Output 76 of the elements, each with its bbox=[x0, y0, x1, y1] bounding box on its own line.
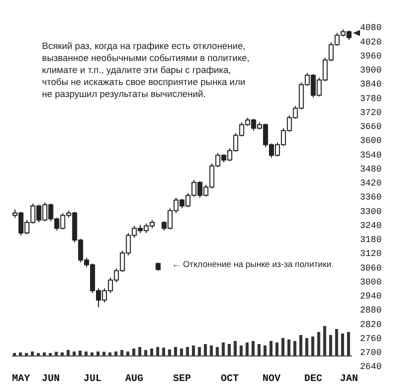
x-tick-label: OCT bbox=[220, 374, 239, 386]
x-tick-label: MAY bbox=[12, 374, 30, 386]
bar bbox=[305, 338, 308, 356]
bar bbox=[180, 348, 184, 356]
bar bbox=[132, 348, 136, 356]
x-tick-label: JUL bbox=[84, 374, 102, 386]
y-tick-label: 2760 bbox=[360, 334, 382, 344]
bar bbox=[66, 350, 70, 356]
bar bbox=[186, 347, 189, 356]
y-tick-label: 3660 bbox=[360, 122, 382, 132]
bar bbox=[168, 349, 172, 356]
y-tick-label: 2880 bbox=[360, 306, 382, 316]
bar bbox=[162, 348, 166, 356]
x-tick-label: JUN bbox=[42, 374, 60, 386]
bar bbox=[347, 332, 350, 356]
bar bbox=[329, 335, 332, 356]
bar bbox=[341, 334, 344, 356]
bar bbox=[317, 332, 320, 356]
bar bbox=[240, 346, 243, 356]
x-tick-label: DEC bbox=[304, 374, 322, 386]
y-tick-label: 3480 bbox=[360, 164, 382, 174]
y-tick-label: 3420 bbox=[360, 178, 382, 189]
y-tick-label: 4020 bbox=[360, 37, 382, 48]
y-tick-label: 3840 bbox=[360, 80, 382, 90]
bar bbox=[150, 348, 154, 356]
bar bbox=[323, 326, 326, 356]
bar bbox=[204, 344, 207, 356]
y-tick-label: 3900 bbox=[360, 66, 382, 76]
y-tick-label: 3540 bbox=[360, 150, 382, 160]
bar bbox=[293, 341, 296, 356]
y-tick-label: 3120 bbox=[360, 249, 382, 260]
y-tick-label: 3960 bbox=[360, 51, 382, 62]
bar bbox=[246, 342, 249, 356]
bar bbox=[281, 338, 284, 356]
y-tick-label: 3780 bbox=[360, 94, 382, 104]
bar bbox=[269, 341, 272, 356]
bar bbox=[275, 342, 278, 356]
bar bbox=[299, 335, 302, 356]
bar bbox=[222, 342, 225, 356]
bar bbox=[78, 350, 82, 356]
y-tick-label: 3060 bbox=[360, 263, 382, 274]
bar bbox=[138, 347, 142, 356]
x-tick-label: NOV bbox=[262, 374, 280, 386]
bar bbox=[192, 346, 195, 356]
x-tick-label: SEP bbox=[172, 374, 192, 386]
y-tick-label: 2940 bbox=[360, 292, 382, 302]
y-tick-label: 3180 bbox=[360, 235, 382, 246]
bar bbox=[287, 340, 290, 356]
x-tick-label: AUG bbox=[125, 374, 144, 386]
bar bbox=[234, 341, 237, 356]
bar bbox=[264, 346, 267, 356]
y-tick-label: 2820 bbox=[360, 320, 382, 330]
y-tick-label: 4080 bbox=[360, 23, 382, 34]
bar bbox=[311, 336, 314, 356]
bar bbox=[252, 341, 255, 356]
y-tick-label: 3720 bbox=[360, 108, 382, 118]
annotation: Всякий раз, когда на графике есть отклонение, вызванное необычными событиями в политике, климате и т.п., удалите эти бары с графика, чтобы не искажать свое восприятие рынка или не разрушил результаты вычислений. bbox=[42, 40, 250, 100]
y-tick-label: 3240 bbox=[360, 220, 382, 231]
bar bbox=[174, 347, 178, 356]
y-tick-label: 2700 bbox=[360, 348, 382, 358]
bar bbox=[216, 347, 219, 356]
bar bbox=[120, 350, 124, 356]
bar bbox=[210, 346, 213, 356]
y-tick-label: 3300 bbox=[360, 206, 382, 217]
x-tick-label: JAN bbox=[340, 374, 358, 386]
bar bbox=[228, 344, 231, 356]
y-tick-label: 3600 bbox=[360, 136, 382, 146]
bar bbox=[198, 347, 201, 356]
bar bbox=[144, 350, 148, 356]
y-tick-label: 3360 bbox=[360, 192, 382, 203]
annotation: ← Отклонение на рынке из-за политики. bbox=[172, 259, 334, 269]
y-tick-label: 2640 bbox=[360, 362, 382, 372]
bar bbox=[258, 344, 261, 356]
y-tick-label: 3000 bbox=[360, 277, 382, 288]
bar bbox=[156, 347, 160, 356]
bar bbox=[335, 329, 338, 356]
